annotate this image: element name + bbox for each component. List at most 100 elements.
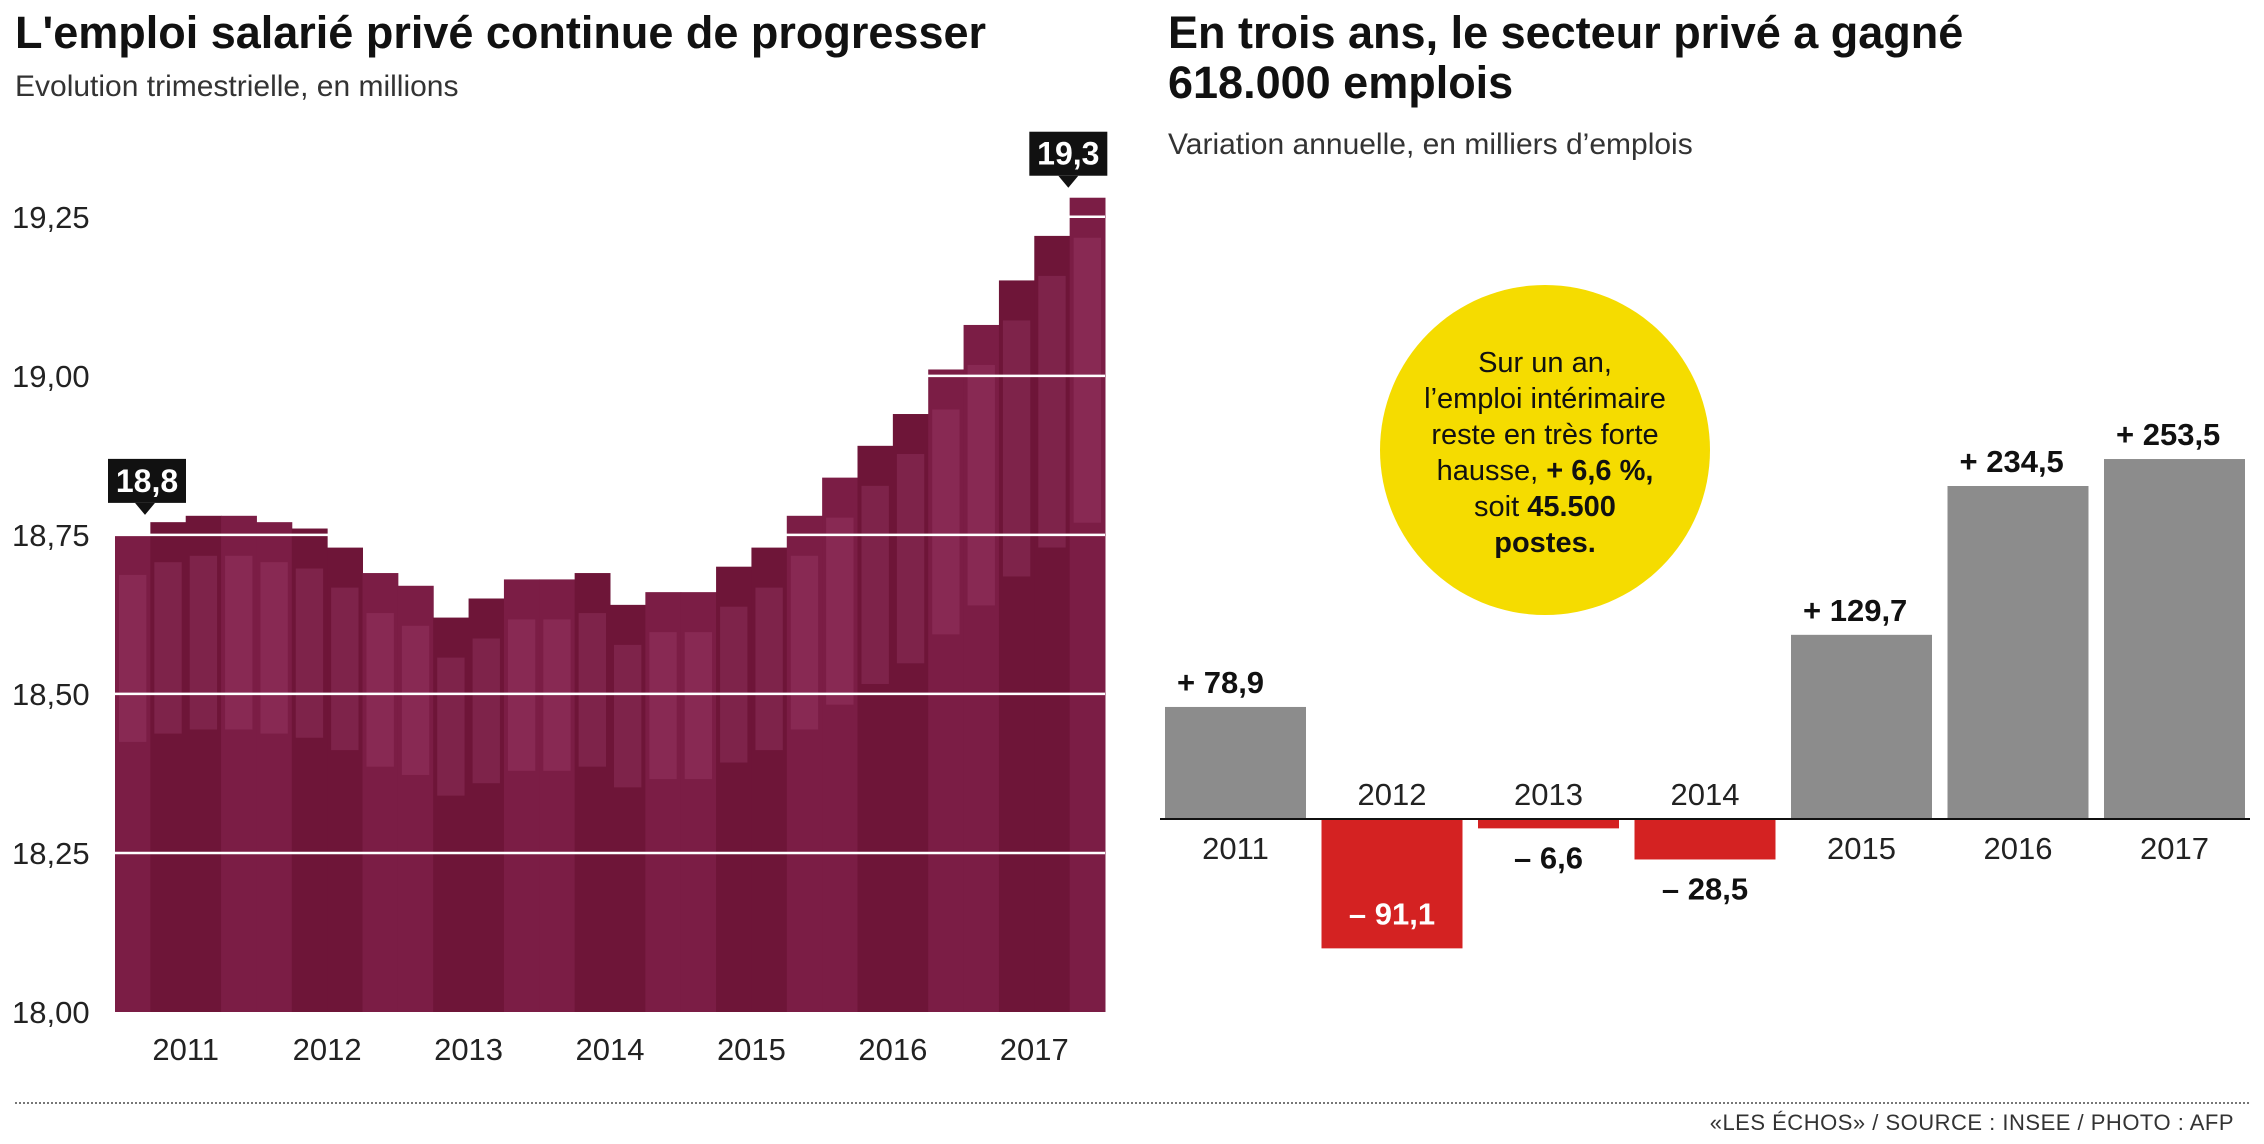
area-step-texture — [967, 364, 995, 606]
area-step-bar — [221, 515, 257, 1012]
category-label: 2016 — [1984, 831, 2053, 866]
bar — [1947, 486, 2089, 819]
area-step-bar — [397, 585, 434, 1012]
area-step-texture — [755, 587, 783, 751]
callout-line5: soit 45.500 — [1474, 491, 1616, 523]
x-tick-label: 2014 — [576, 1032, 645, 1067]
area-step-bar — [150, 522, 187, 1012]
area-step-bar — [645, 592, 682, 1012]
area-step-texture — [1038, 275, 1066, 548]
area-step-texture — [331, 587, 359, 751]
area-step-bar — [1069, 197, 1106, 1012]
right-title-line1: En trois ans, le secteur privé a gagné — [1168, 7, 1964, 58]
area-step-texture — [225, 555, 253, 730]
category-label: 2017 — [2140, 831, 2209, 866]
category-label: 2011 — [1202, 831, 1269, 866]
area-step-texture — [366, 613, 394, 767]
value-label: + 234,5 — [1960, 444, 2064, 479]
value-label: + 78,9 — [1177, 665, 1264, 700]
area-step-bar — [327, 547, 363, 1012]
area-step-texture — [649, 632, 677, 780]
area-step-bar — [786, 515, 823, 1012]
area-step-texture — [1002, 320, 1031, 577]
y-tick-label: 18,50 — [12, 677, 90, 712]
category-label: 2013 — [1514, 777, 1583, 812]
area-step-texture — [861, 485, 889, 684]
callout-line5-bold: 45.500 — [1527, 491, 1616, 523]
area-step-texture — [154, 562, 182, 734]
x-tick-label: 2015 — [717, 1032, 786, 1067]
callout-line6: postes. — [1494, 527, 1596, 559]
area-step-texture — [1073, 237, 1101, 523]
area-step-bar — [751, 547, 788, 1012]
start-value-label: 18,8 — [116, 463, 178, 499]
bar — [1791, 634, 1932, 819]
callout-line4-text: hausse, — [1437, 455, 1547, 487]
y-tick-label: 19,00 — [12, 359, 90, 394]
area-step-bar — [822, 477, 858, 1013]
callout-line5-text: soit — [1474, 491, 1527, 523]
area-step-bar — [539, 579, 576, 1012]
area-step-bar — [892, 414, 929, 1012]
area-step-texture — [472, 638, 500, 784]
bar — [1165, 706, 1306, 819]
area-step-bar — [998, 280, 1035, 1012]
area-step-texture — [896, 454, 925, 664]
area-step-bar — [115, 534, 151, 1012]
callout-circle — [1380, 285, 1710, 615]
y-tick-label: 19,25 — [12, 200, 90, 235]
area-step-bar — [256, 522, 293, 1012]
callout-line2: l’emploi intérimaire — [1424, 383, 1666, 415]
area-step-bar — [963, 324, 1000, 1012]
right-title-line2: 618.000 emplois — [1168, 57, 1514, 108]
callout-line1: Sur un an, — [1478, 347, 1612, 379]
area-step-texture — [189, 555, 218, 730]
bar — [1478, 819, 1619, 829]
left-area-chart: 18,00 18,25 18,50 18,75 19,00 19,25 2011 2012 2… — [12, 131, 1108, 1067]
x-tick-label: 2013 — [434, 1032, 503, 1067]
area-step-bar — [291, 528, 328, 1012]
footer-divider — [15, 1102, 2249, 1104]
bar — [1634, 819, 1776, 860]
source-credit: «LES ÉCHOS» / SOURCE : INSEE / PHOTO : A… — [1709, 1110, 2234, 1135]
area-step-texture — [932, 409, 960, 635]
value-label: – 6,6 — [1514, 840, 1583, 875]
y-tick-label: 18,25 — [12, 836, 90, 871]
area-step-texture — [119, 574, 147, 742]
y-tick-label: 18,75 — [12, 518, 90, 553]
area-step-texture — [578, 613, 606, 767]
area-step-bar — [468, 598, 505, 1012]
end-label-box — [1029, 131, 1108, 176]
value-label: – 28,5 — [1662, 871, 1748, 906]
right-bar-chart: 2011 + 78,9 2012 – 91,1 2013 – 6,6 2014 – 28,5 2… — [1160, 285, 2250, 949]
area-step-bar — [503, 579, 540, 1012]
area-step-bar — [1034, 235, 1071, 1012]
value-label: + 253,5 — [2116, 417, 2220, 452]
x-tick-label: 2011 — [152, 1032, 219, 1067]
start-label-pointer — [135, 502, 155, 515]
area-step-bar — [574, 573, 611, 1012]
area-step-texture — [295, 568, 324, 738]
category-label: 2014 — [1671, 777, 1740, 812]
area-step-texture — [614, 644, 642, 788]
callout-line4-bold: + 6,6 %, — [1546, 455, 1653, 487]
area-step-texture — [260, 562, 288, 734]
category-label: 2015 — [1827, 831, 1896, 866]
start-label-box — [108, 458, 186, 503]
area-step-texture — [684, 632, 713, 780]
area-step-bar — [433, 617, 470, 1012]
area-step-bar — [857, 445, 894, 1012]
area-step-bar — [362, 573, 399, 1012]
callout-line3: reste en très forte — [1431, 419, 1658, 451]
area-step-bar — [716, 566, 752, 1012]
area-step-texture — [720, 606, 748, 763]
area-step-bar — [680, 592, 717, 1012]
area-step-texture — [790, 555, 819, 730]
area-step-bar — [610, 604, 646, 1012]
x-tick-label: 2012 — [293, 1032, 362, 1067]
bar — [1321, 819, 1463, 949]
value-label: – 91,1 — [1349, 896, 1435, 931]
left-chart-subtitle: Evolution trimestrielle, en millions — [15, 70, 459, 103]
x-tick-label: 2016 — [858, 1032, 927, 1067]
end-value-label: 19,3 — [1037, 136, 1099, 172]
